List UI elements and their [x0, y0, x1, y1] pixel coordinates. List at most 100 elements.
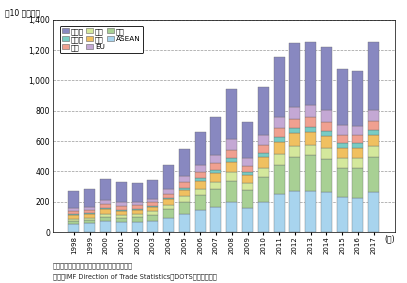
Bar [210, 117, 221, 155]
Bar [131, 214, 142, 217]
Bar [84, 220, 95, 223]
Bar [147, 207, 158, 211]
Bar [147, 211, 158, 215]
Bar [147, 180, 158, 199]
Bar [163, 194, 174, 198]
Bar [84, 210, 95, 213]
Bar [305, 117, 316, 127]
Bar [68, 214, 79, 215]
Bar [321, 148, 332, 158]
Bar [163, 205, 174, 209]
Bar [226, 162, 237, 172]
Bar [321, 110, 332, 121]
Bar [242, 172, 253, 175]
Bar [100, 208, 111, 209]
Bar [289, 119, 300, 128]
Bar [368, 110, 379, 121]
Bar [116, 222, 127, 232]
Bar [210, 155, 221, 163]
Bar [68, 191, 79, 208]
Bar [242, 158, 253, 166]
Bar [321, 121, 332, 131]
Bar [195, 165, 206, 172]
Bar [210, 173, 221, 182]
Bar [289, 146, 300, 157]
Bar [274, 137, 284, 142]
Bar [116, 210, 127, 211]
Bar [147, 206, 158, 207]
Text: （10 億ドル）: （10 億ドル） [5, 9, 40, 18]
Bar [274, 194, 284, 232]
Bar [163, 189, 174, 194]
Legend: その他, インド, 米国, 韓国, 日本, EU, 中国, ASEAN: その他, インド, 米国, 韓国, 日本, EU, 中国, ASEAN [60, 25, 143, 53]
Bar [100, 179, 111, 200]
Bar [195, 132, 206, 165]
Bar [321, 131, 332, 136]
Bar [368, 121, 379, 130]
Bar [258, 177, 269, 202]
Bar [131, 183, 142, 201]
Bar [258, 87, 269, 135]
Bar [274, 154, 284, 165]
Bar [289, 43, 300, 107]
Bar [116, 183, 127, 202]
Bar [147, 199, 158, 203]
Bar [337, 143, 348, 148]
Bar [289, 133, 300, 146]
Bar [352, 168, 363, 198]
Bar [100, 214, 111, 217]
Bar [210, 182, 221, 189]
Bar [131, 222, 142, 232]
Bar [337, 135, 348, 143]
Bar [68, 219, 79, 221]
Bar [289, 157, 300, 191]
Bar [131, 217, 142, 222]
Bar [226, 203, 237, 232]
Bar [305, 105, 316, 117]
Text: 備考：中国は、本国、香港、マカオを含む。: 備考：中国は、本国、香港、マカオを含む。 [53, 262, 133, 269]
Bar [84, 189, 95, 207]
Text: 資料：IMF Direction of Trade Statistics（DOTS）から作成。: 資料：IMF Direction of Trade Statistics（DOT… [53, 273, 217, 280]
Bar [226, 158, 237, 162]
Bar [352, 135, 363, 143]
Bar [289, 107, 300, 119]
Bar [210, 207, 221, 232]
Bar [226, 150, 237, 158]
Bar [100, 204, 111, 208]
Bar [179, 202, 190, 214]
Bar [305, 191, 316, 232]
Bar [242, 166, 253, 172]
Bar [337, 69, 348, 125]
Bar [84, 218, 95, 220]
Bar [131, 201, 142, 205]
Bar [195, 195, 206, 210]
Bar [226, 181, 237, 203]
Bar [116, 218, 127, 222]
Bar [68, 208, 79, 211]
Bar [258, 145, 269, 153]
Bar [368, 136, 379, 146]
Bar [116, 211, 127, 215]
Bar [337, 158, 348, 168]
Bar [352, 158, 363, 168]
Bar [305, 127, 316, 132]
Bar [258, 153, 269, 157]
Bar [68, 215, 79, 219]
Bar [179, 176, 190, 182]
Bar [84, 213, 95, 214]
Bar [274, 142, 284, 154]
Bar [116, 215, 127, 218]
Bar [242, 183, 253, 190]
Bar [274, 117, 284, 128]
Bar [352, 71, 363, 126]
Bar [68, 221, 79, 224]
Bar [226, 140, 237, 150]
Bar [352, 148, 363, 158]
Bar [368, 42, 379, 110]
Bar [195, 178, 206, 181]
Bar [68, 211, 79, 214]
Bar [337, 168, 348, 197]
Bar [321, 158, 332, 192]
Bar [163, 209, 174, 218]
Bar [258, 168, 269, 177]
